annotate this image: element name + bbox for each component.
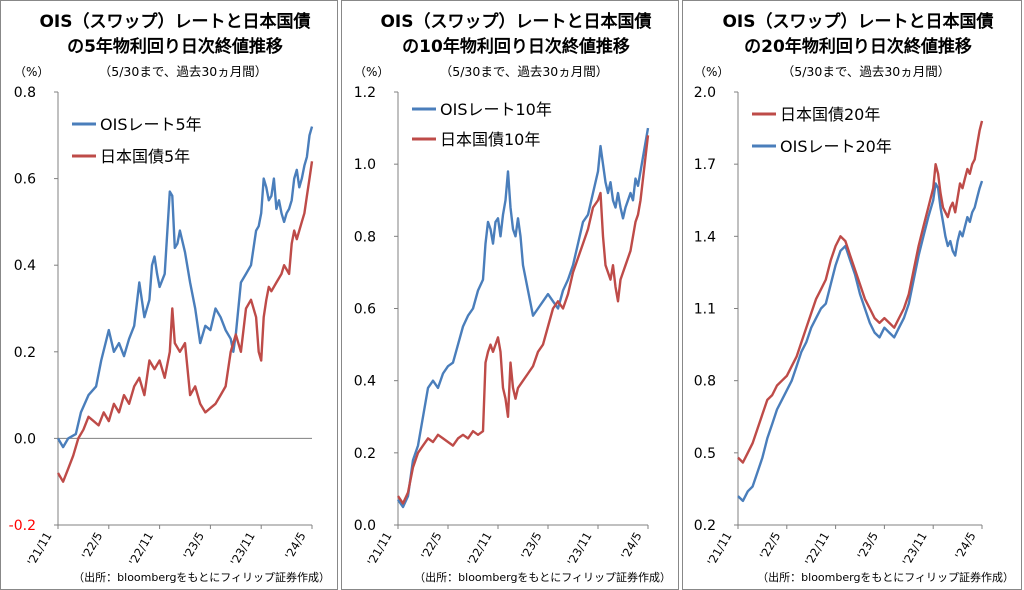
y-tick-label: 0.6 xyxy=(14,172,36,188)
unit-label: （%） xyxy=(694,65,729,79)
legend-label: 日本国債10年 xyxy=(440,130,540,149)
series-line-jgb xyxy=(737,120,984,464)
unit-label: （%） xyxy=(14,65,49,79)
y-tick-label: 1.7 xyxy=(694,157,716,173)
y-tick-label: 0.5 xyxy=(694,446,716,462)
source-note: （出所：bloombergをもとにフィリップ証券作成） xyxy=(414,570,671,584)
source-note: （出所：bloombergをもとにフィリップ証券作成） xyxy=(757,570,1014,584)
panel-frame xyxy=(341,0,679,590)
y-tick-label: 0.8 xyxy=(694,374,716,390)
y-tick-label: 2.0 xyxy=(694,85,716,101)
y-tick-label: 0.2 xyxy=(354,446,376,462)
y-tick-label: 0.2 xyxy=(14,345,36,361)
y-tick-label: 0.8 xyxy=(14,85,36,101)
chart-subtitle: （5/30まで、過去30ヵ月間） xyxy=(99,64,267,79)
chart-subtitle: （5/30まで、過去30ヵ月間） xyxy=(782,64,950,79)
y-tick-label: -0.2 xyxy=(9,518,36,534)
source-note: （出所：bloombergをもとにフィリップ証券作成） xyxy=(73,570,330,584)
y-tick-label: 1.0 xyxy=(354,157,376,173)
y-tick-label: 0.0 xyxy=(14,431,36,447)
chart-title-line1: OIS（スワップ）レートと日本国債 xyxy=(380,11,651,32)
y-tick-label: 1.2 xyxy=(354,85,376,101)
y-tick-label: 0.4 xyxy=(354,374,376,390)
chart-title-line2: の20年物利回り日次終値推移 xyxy=(744,36,972,57)
y-tick-label: 1.4 xyxy=(694,229,716,245)
y-tick-label: 0.0 xyxy=(354,518,376,534)
chart-subtitle: （5/30まで、過去30ヵ月間） xyxy=(440,64,608,79)
panel-frame xyxy=(0,0,338,590)
chart-title-line2: の5年物利回り日次終値推移 xyxy=(67,36,283,57)
chart-title-line1: OIS（スワップ）レートと日本国債 xyxy=(39,11,310,32)
legend-label: OISレート10年 xyxy=(440,100,552,119)
series-line-ois xyxy=(737,180,984,503)
series-line-ois xyxy=(56,126,314,449)
legend-label: 日本国債20年 xyxy=(780,105,880,124)
y-tick-label: 1.1 xyxy=(694,302,716,318)
y-tick-label: 0.8 xyxy=(354,229,376,245)
series-line-jgb xyxy=(56,161,314,483)
chart-title-line2: の10年物利回り日次終値推移 xyxy=(402,36,630,57)
legend-label: 日本国債5年 xyxy=(100,147,190,166)
y-tick-label: 0.2 xyxy=(694,518,716,534)
series-line-ois xyxy=(397,127,650,509)
y-tick-label: 0.6 xyxy=(354,302,376,318)
legend-label: OISレート20年 xyxy=(780,137,892,156)
unit-label: （%） xyxy=(354,65,389,79)
y-tick-label: 0.4 xyxy=(14,258,36,274)
chart-title-line1: OIS（スワップ）レートと日本国債 xyxy=(722,11,993,32)
legend-label: OISレート5年 xyxy=(100,115,202,134)
panel-frame xyxy=(682,0,1022,590)
series-line-jgb xyxy=(397,135,650,505)
